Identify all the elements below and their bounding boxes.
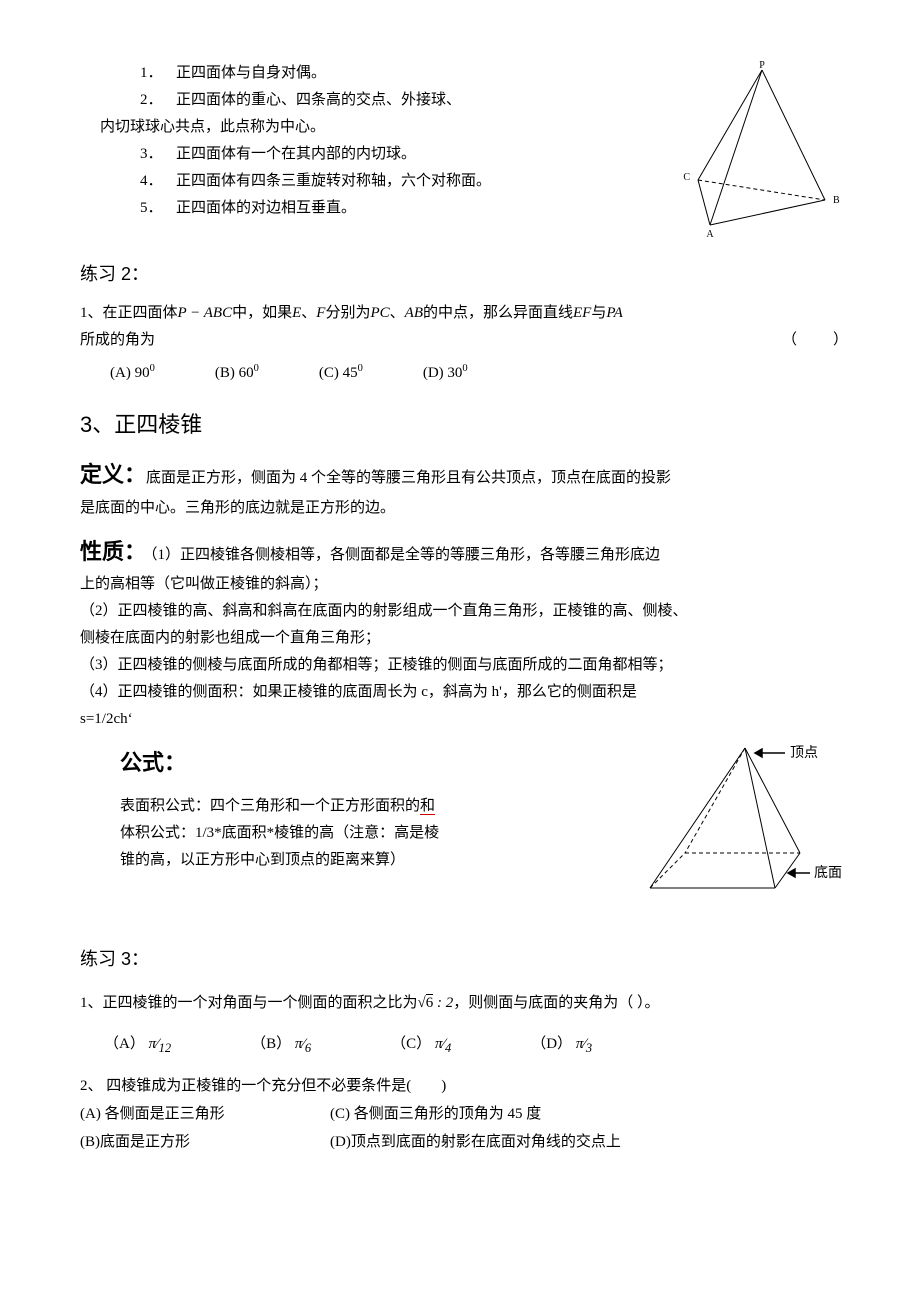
option-b: （B） π⁄6 — [251, 1031, 311, 1060]
option-a: (A) 各侧面是正三角形 — [80, 1101, 330, 1128]
pyramid-figure: 顶点 底面 — [630, 733, 850, 913]
property-block: 性质： （1）正四棱锥各侧棱相等，各侧面都是全等的等腰三角形，各等腰三角形底边 — [80, 532, 850, 572]
ex2-q1: 1、在正四面体P − ABC中，如果E、F分别为PC、AB的中点，那么异面直线E… — [80, 300, 850, 327]
svg-text:C: C — [683, 172, 690, 183]
prop-text: 正四面体的重心、四条高的交点、外接球、 — [176, 87, 461, 114]
option-a: （A） π⁄12 — [104, 1031, 171, 1060]
option-c: (C) 各侧面三角形的顶角为 45 度 — [330, 1106, 541, 1122]
tetrahedron-svg: P A B C — [670, 60, 850, 240]
option-b: (B) 600 — [215, 360, 259, 387]
prop-num: 3． — [140, 141, 176, 168]
ex2-q1-options: (A) 900 (B) 600 (C) 450 (D) 300 — [110, 360, 850, 387]
svg-text:A: A — [706, 229, 714, 240]
option-b: (B)底面是正方形 — [80, 1129, 330, 1156]
answer-paren: （ ） — [782, 327, 850, 354]
prop-text: 内切球球心共点，此点称为中心。 — [100, 119, 325, 135]
def-label: 定义： — [80, 462, 146, 487]
prop-label: 性质： — [80, 539, 135, 564]
formula-block: 公式： 表面积公式：四个三角形和一个正方形面积的和 体积公式：1/3*底面积*棱… — [120, 743, 500, 874]
prop-num: 4． — [140, 168, 176, 195]
prop-num: 2． — [140, 87, 176, 114]
prop-text: 正四面体有一个在其内部的内切球。 — [176, 141, 416, 168]
prop-num: 5． — [140, 195, 176, 222]
svg-text:底面: 底面 — [814, 865, 842, 881]
definition-block: 定义：底面是正方形，侧面为 4 个全等的等腰三角形且有公共顶点，顶点在底面的投影 — [80, 455, 850, 495]
svg-text:B: B — [833, 195, 840, 206]
exercise-3-title: 练习 3： — [80, 943, 850, 975]
prop-text: 正四面体与自身对偶。 — [176, 60, 326, 87]
svg-text:P: P — [759, 60, 765, 71]
svg-text:顶点: 顶点 — [790, 745, 818, 761]
exercise-2-title: 练习 2： — [80, 258, 850, 290]
section-3-head: 3、正四棱锥 — [80, 405, 850, 445]
option-d: (D)顶点到底面的射影在底面对角线的交点上 — [330, 1134, 621, 1150]
prop-num: 1． — [140, 60, 176, 87]
ex3-q2: 2、 四棱锥成为正棱锥的一个充分但不必要条件是( ) — [80, 1073, 850, 1100]
ex3-q1: 1、正四棱锥的一个对角面与一个侧面的面积之比为√6 : 2，则侧面与底面的夹角为… — [80, 990, 850, 1017]
ex2-q1-line2: 所成的角为 （ ） — [80, 327, 850, 354]
ex3-q2-options: (A) 各侧面是正三角形(C) 各侧面三角形的顶角为 45 度 (B)底面是正方… — [80, 1101, 850, 1156]
option-d: (D) 300 — [423, 360, 468, 387]
tetrahedron-figure: P A B C — [670, 60, 850, 240]
pyramid-svg: 顶点 底面 — [630, 733, 850, 913]
option-a: (A) 900 — [110, 360, 155, 387]
option-d: （D） π⁄3 — [531, 1031, 592, 1060]
prop-text: 正四面体有四条三重旋转对称轴，六个对称面。 — [176, 168, 491, 195]
ex3-q1-options: （A） π⁄12 （B） π⁄6 （C） π⁄4 （D） π⁄3 — [104, 1031, 592, 1060]
option-c: (C) 450 — [319, 360, 363, 387]
option-c: （C） π⁄4 — [391, 1031, 451, 1060]
prop-text: 正四面体的对边相互垂直。 — [176, 195, 356, 222]
formula-label: 公式： — [120, 743, 500, 783]
